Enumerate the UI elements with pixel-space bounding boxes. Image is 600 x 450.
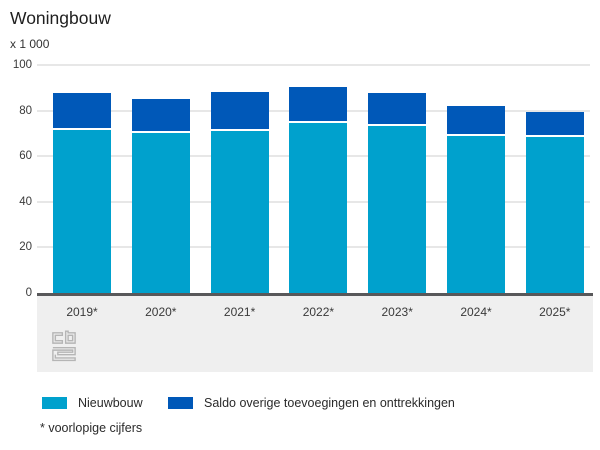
x-tick-label-2020: 2020* <box>145 305 177 319</box>
cbs-logo-icon <box>52 330 76 362</box>
x-tick-label-2021: 2021* <box>223 305 256 319</box>
y-tick-label-100: 100 <box>12 59 32 71</box>
x-tick-label-2024: 2024* <box>460 305 492 319</box>
bar-2019-saldo[interactable] <box>53 92 111 130</box>
x-tick-label-2025: 2025* <box>539 305 571 319</box>
x-tick-label-2022: 2022* <box>302 305 335 319</box>
legend-label-saldo: Saldo overige toevoegingen en onttrekkin… <box>204 396 455 410</box>
footnote: * voorlopige cijfers <box>40 421 143 435</box>
x-tick-label-2023: 2023* <box>381 305 413 319</box>
gridline-y-100 <box>37 64 590 66</box>
y-tick-label-0: 0 <box>25 287 32 299</box>
bar-2024-nieuwbouw[interactable] <box>447 135 505 293</box>
y-tick-label-60: 60 <box>19 150 32 163</box>
legend-swatch-saldo <box>168 397 193 409</box>
bar-2021-nieuwbouw[interactable] <box>210 130 269 293</box>
bar-2020-nieuwbouw[interactable] <box>131 133 190 293</box>
y-tick-label-20: 20 <box>19 241 32 254</box>
chart-title: Woningbouw <box>10 8 111 28</box>
y-tick-label-80: 80 <box>19 104 32 117</box>
y-axis-unit-label: x 1 000 <box>10 37 50 51</box>
y-tick-label-40: 40 <box>19 195 32 208</box>
bar-2019-nieuwbouw[interactable] <box>53 129 111 293</box>
legend-swatch-nieuwbouw <box>42 397 67 409</box>
bar-2022-nieuwbouw[interactable] <box>289 123 348 293</box>
x-axis-band: 2019* 2020* 2021* 2022* 2023* 2024* 2025* <box>37 296 593 372</box>
x-axis-line <box>37 293 593 296</box>
bar-2023-saldo[interactable] <box>368 92 427 127</box>
bar-2025-saldo[interactable] <box>525 112 584 137</box>
x-tick-label-2019: 2019* <box>66 305 98 319</box>
bar-2020-saldo[interactable] <box>131 99 190 134</box>
bar-2025-nieuwbouw[interactable] <box>525 136 584 293</box>
legend-label-nieuwbouw: Nieuwbouw <box>78 396 143 410</box>
bar-2024-saldo[interactable] <box>447 105 505 136</box>
bar-2021-saldo[interactable] <box>210 91 269 131</box>
bar-2023-nieuwbouw[interactable] <box>368 126 427 293</box>
bar-2022-saldo[interactable] <box>289 87 348 124</box>
